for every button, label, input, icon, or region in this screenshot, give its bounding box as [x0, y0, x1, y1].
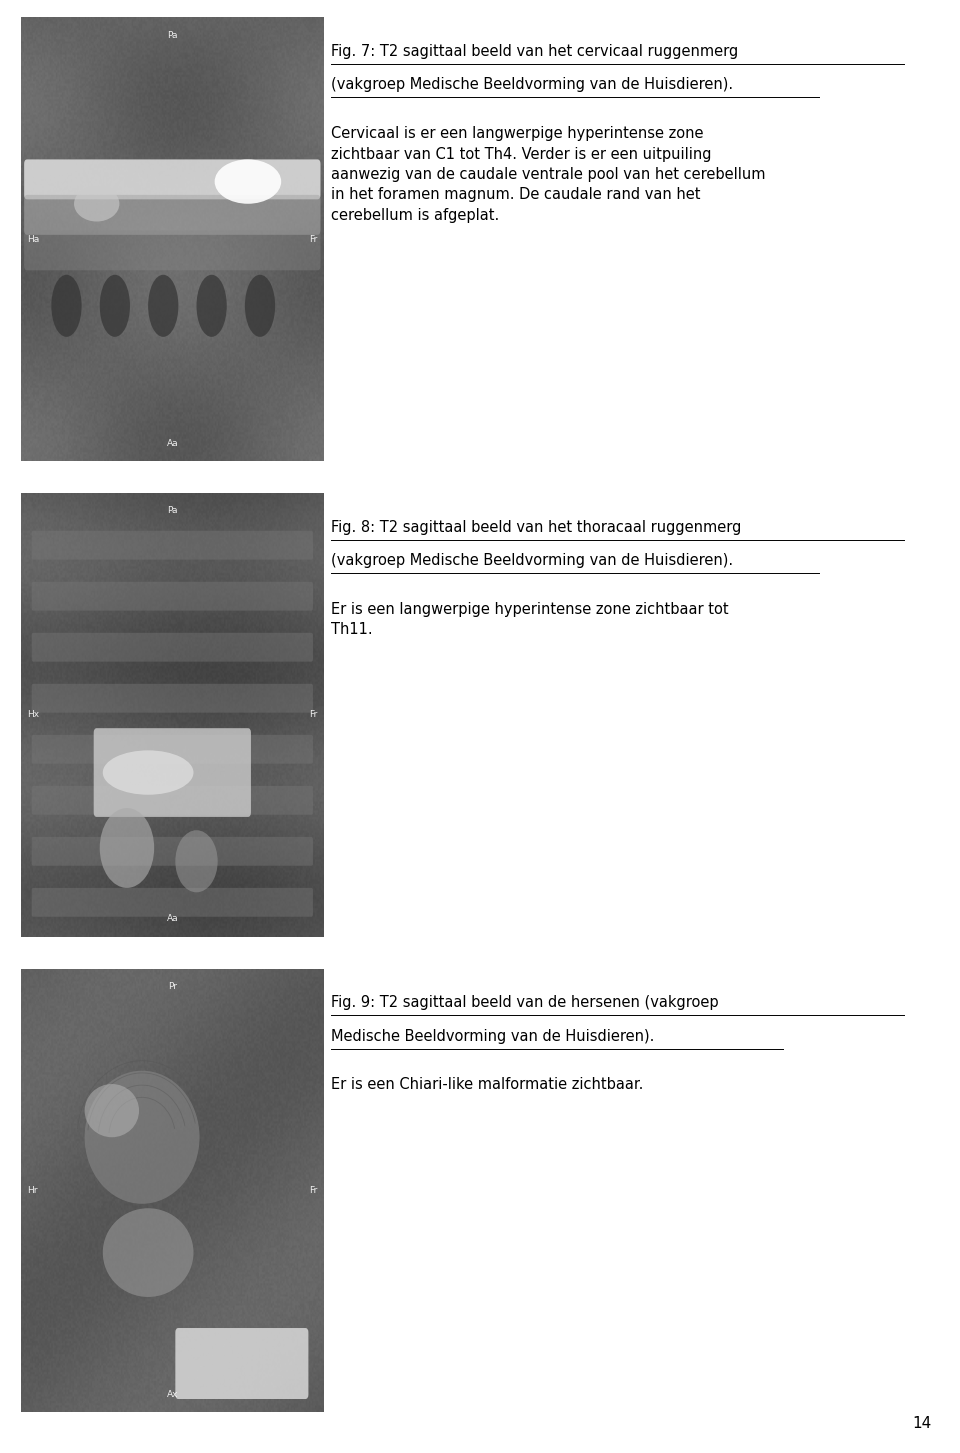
Text: Pr: Pr: [168, 982, 177, 991]
Text: Er is een Chiari-like malformatie zichtbaar.: Er is een Chiari-like malformatie zichtb…: [331, 1077, 643, 1093]
FancyBboxPatch shape: [176, 1328, 308, 1399]
Text: Er is een langwerpige hyperintense zone zichtbaar tot
Th11.: Er is een langwerpige hyperintense zone …: [331, 602, 729, 638]
FancyBboxPatch shape: [32, 786, 313, 815]
FancyBboxPatch shape: [32, 888, 313, 917]
FancyBboxPatch shape: [32, 735, 313, 764]
Text: Fig. 8: T2 sagittaal beeld van het thoracaal ruggenmerg: Fig. 8: T2 sagittaal beeld van het thora…: [331, 520, 741, 535]
Text: Hx: Hx: [27, 711, 39, 719]
Text: Cervicaal is er een langwerpige hyperintense zone
zichtbaar van C1 tot Th4. Verd: Cervicaal is er een langwerpige hyperint…: [331, 126, 766, 222]
Ellipse shape: [74, 186, 119, 221]
Text: Aa: Aa: [166, 914, 179, 924]
Text: Hr: Hr: [27, 1186, 37, 1194]
FancyBboxPatch shape: [32, 530, 313, 559]
Text: Pa: Pa: [167, 31, 178, 39]
Ellipse shape: [84, 1071, 200, 1203]
Ellipse shape: [100, 275, 130, 337]
Text: Medische Beeldvorming van de Huisdieren).: Medische Beeldvorming van de Huisdieren)…: [331, 1029, 655, 1043]
Ellipse shape: [215, 160, 281, 203]
Text: Fr: Fr: [309, 1186, 318, 1194]
FancyBboxPatch shape: [24, 231, 321, 270]
Text: Fr: Fr: [309, 711, 318, 719]
Circle shape: [176, 830, 218, 892]
FancyBboxPatch shape: [32, 837, 313, 866]
Text: Fr: Fr: [309, 235, 318, 244]
Text: Fig. 9: T2 sagittaal beeld van de hersenen (vakgroep: Fig. 9: T2 sagittaal beeld van de hersen…: [331, 995, 719, 1010]
Text: 14: 14: [912, 1417, 931, 1431]
Text: Pa: Pa: [167, 506, 178, 516]
FancyBboxPatch shape: [32, 634, 313, 661]
Text: (vakgroep Medische Beeldvorming van de Huisdieren).: (vakgroep Medische Beeldvorming van de H…: [331, 77, 733, 93]
Text: Aa: Aa: [166, 439, 179, 448]
Ellipse shape: [103, 750, 194, 795]
FancyBboxPatch shape: [32, 581, 313, 610]
Ellipse shape: [52, 275, 82, 337]
Text: (vakgroep Medische Beeldvorming van de Huisdieren).: (vakgroep Medische Beeldvorming van de H…: [331, 554, 733, 568]
FancyBboxPatch shape: [32, 684, 313, 712]
Circle shape: [100, 808, 155, 888]
Ellipse shape: [84, 1084, 139, 1138]
FancyBboxPatch shape: [24, 160, 321, 199]
Ellipse shape: [245, 275, 276, 337]
FancyBboxPatch shape: [24, 195, 321, 235]
Ellipse shape: [103, 1209, 194, 1298]
Text: Ax: Ax: [167, 1391, 178, 1399]
Text: Fig. 7: T2 sagittaal beeld van het cervicaal ruggenmerg: Fig. 7: T2 sagittaal beeld van het cervi…: [331, 44, 738, 60]
Ellipse shape: [197, 275, 227, 337]
FancyBboxPatch shape: [94, 728, 251, 817]
Ellipse shape: [148, 275, 179, 337]
Text: Ha: Ha: [27, 235, 39, 244]
